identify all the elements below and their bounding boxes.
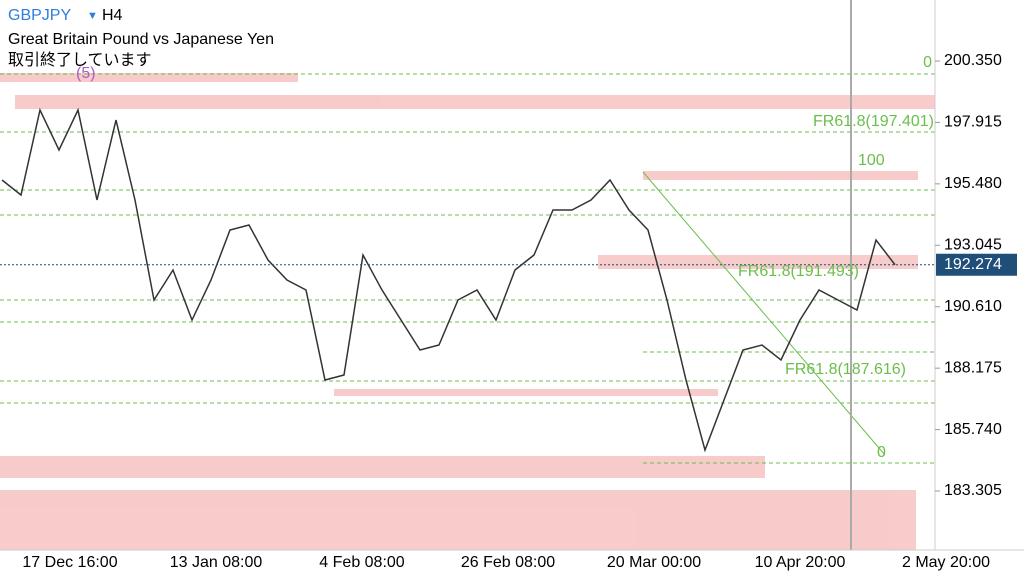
y-tick-label: 190.610 xyxy=(944,298,1002,315)
x-tick-label: 2 May 20:00 xyxy=(902,554,990,571)
x-tick-label: 10 Apr 20:00 xyxy=(755,554,846,571)
timeframe[interactable]: H4 xyxy=(102,7,123,24)
annotation: FR61.8(191.493) xyxy=(738,263,859,280)
plot xyxy=(1,107,896,453)
x-tick-label: 13 Jan 08:00 xyxy=(170,554,263,571)
description: Great Britain Pound vs Japanese Yen xyxy=(8,31,274,48)
annotation: 100 xyxy=(858,152,885,169)
current-price-box xyxy=(936,253,1017,276)
y-tick-label: 193.045 xyxy=(944,237,1002,254)
y-tick-label: 185.740 xyxy=(944,421,1002,438)
zone xyxy=(0,456,765,478)
zone xyxy=(0,73,298,82)
zone xyxy=(643,171,918,180)
y-tick-label: 188.175 xyxy=(944,359,1002,376)
zone xyxy=(598,255,918,269)
annotation: 0 xyxy=(877,444,886,461)
x-tick-label: 26 Feb 08:00 xyxy=(461,554,555,571)
y-tick-label: 200.350 xyxy=(944,52,1002,69)
y-tick-label: 197.915 xyxy=(944,114,1002,131)
symbol[interactable]: GBPJPY xyxy=(8,7,71,24)
zone xyxy=(15,95,935,109)
current-price-label: 192.274 xyxy=(944,256,1002,273)
annotation: (5) xyxy=(76,65,96,82)
annotation: FR61.8(197.401) xyxy=(813,113,934,130)
y-tick-label: 183.305 xyxy=(944,482,1002,499)
price-line xyxy=(1,107,896,453)
x-tick-label: 17 Dec 16:00 xyxy=(22,554,117,571)
status: 取引終了しています xyxy=(8,51,152,69)
zone xyxy=(680,456,765,478)
dropdown-icon[interactable]: ▼ xyxy=(87,10,98,22)
x-tick-label: 4 Feb 08:00 xyxy=(319,554,405,571)
zone xyxy=(678,490,870,550)
trend-line xyxy=(642,171,886,456)
fib-lines xyxy=(0,73,935,464)
annotation: 0 xyxy=(923,54,932,71)
zone xyxy=(334,389,718,396)
y-tick-label: 195.480 xyxy=(944,175,1002,192)
x-tick-label: 20 Mar 00:00 xyxy=(607,554,701,571)
zones xyxy=(0,73,935,550)
annotation: FR61.8(187.616) xyxy=(785,361,906,378)
